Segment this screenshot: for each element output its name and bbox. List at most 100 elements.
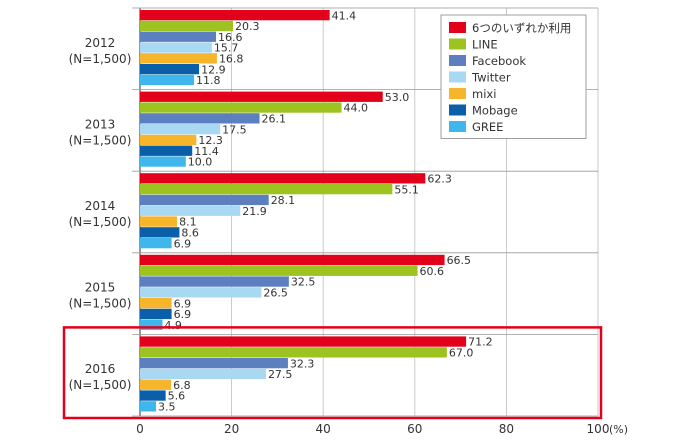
legend-label-3: Twitter <box>471 71 511 85</box>
x-tick-label: 40 <box>316 422 331 436</box>
category-label-2016: 2016 <box>85 362 116 376</box>
x-tick-label: 0 <box>136 422 144 436</box>
data-label-2016-3: 27.5 <box>268 368 293 381</box>
category-sublabel-2013: (N=1,500) <box>69 133 132 147</box>
data-label-2015-3: 26.5 <box>263 287 288 300</box>
data-label-2013-4: 12.3 <box>198 134 223 147</box>
bar-2016-0 <box>140 336 467 347</box>
legend-swatch-1 <box>449 38 466 50</box>
bar-2016-5 <box>140 390 166 401</box>
bar-2012-6 <box>140 74 195 86</box>
bar-2013-1 <box>140 102 342 113</box>
data-label-2014-0: 62.3 <box>427 173 452 186</box>
data-label-2012-1: 20.3 <box>235 20 260 33</box>
legend-label-4: mixi <box>472 87 496 101</box>
data-label-2015-6: 4.9 <box>164 319 182 332</box>
bar-2012-3 <box>140 42 212 53</box>
data-label-2015-4: 6.9 <box>174 297 192 310</box>
data-label-2014-6: 6.9 <box>174 237 192 250</box>
data-label-2014-4: 8.1 <box>179 216 197 229</box>
bar-2015-3 <box>140 287 262 298</box>
data-label-2015-1: 60.6 <box>420 265 445 278</box>
data-label-2015-0: 66.5 <box>447 254 472 267</box>
data-label-2012-4: 16.8 <box>219 53 244 66</box>
x-tick-label: 80 <box>499 422 514 436</box>
data-label-2016-6: 3.5 <box>158 401 176 414</box>
data-label-2013-2: 26.1 <box>262 113 287 126</box>
data-label-2013-5: 11.4 <box>194 145 219 158</box>
data-label-2015-2: 32.5 <box>291 276 316 289</box>
legend-swatch-3 <box>449 71 466 83</box>
category-sublabel-2012: (N=1,500) <box>69 52 132 66</box>
bar-2015-1 <box>140 265 418 276</box>
bar-2014-6 <box>140 238 172 249</box>
legend-label-1: LINE <box>472 38 498 52</box>
data-label-2012-2: 16.6 <box>218 31 243 44</box>
data-label-2014-3: 21.9 <box>242 205 267 218</box>
legend-swatch-4 <box>449 88 466 99</box>
data-label-2014-1: 55.1 <box>394 183 419 196</box>
data-label-2015-5: 6.9 <box>174 308 192 321</box>
x-unit-label: (%) <box>609 423 628 436</box>
data-label-2012-0: 41.4 <box>332 9 357 22</box>
bar-2015-0 <box>140 254 445 266</box>
bar-2012-1 <box>140 20 233 32</box>
bars <box>140 10 467 412</box>
legend-label-5: Mobage <box>472 104 518 118</box>
data-label-2016-5: 5.6 <box>168 390 186 403</box>
data-label-2013-6: 10.0 <box>188 156 213 169</box>
bar-2013-4 <box>140 134 197 146</box>
data-label-2012-3: 15.7 <box>214 42 239 55</box>
x-axis: 0 20 40 60 80 100 (%) <box>136 422 628 436</box>
data-label-2013-1: 44.0 <box>344 102 369 115</box>
bar-2014-0 <box>140 173 426 184</box>
category-labels: 2012 (N=1,500) 2013 (N=1,500) 2014 (N=1,500) 2… <box>69 36 132 392</box>
data-label-2012-5: 12.9 <box>201 63 226 76</box>
legend-label-0: 6つのいずれか利用 <box>472 21 571 35</box>
data-label-2016-1: 67.0 <box>449 347 474 360</box>
bar-2013-5 <box>140 145 193 156</box>
category-label-2015: 2015 <box>85 281 116 295</box>
bar-2012-5 <box>140 64 200 75</box>
category-label-2012: 2012 <box>85 36 116 50</box>
bar-2012-2 <box>140 31 217 42</box>
data-label-2014-2: 28.1 <box>271 194 296 207</box>
bar-2015-6 <box>140 319 163 330</box>
legend-swatch-6 <box>449 121 466 132</box>
bar-2016-3 <box>140 368 266 380</box>
bar-2016-6 <box>140 401 157 412</box>
legend-swatch-5 <box>449 104 466 116</box>
bar-2013-6 <box>140 156 186 167</box>
category-label-2014: 2014 <box>85 199 116 213</box>
data-label-2016-2: 32.3 <box>290 357 315 370</box>
category-sublabel-2014: (N=1,500) <box>69 215 132 229</box>
data-label-2013-0: 53.0 <box>385 91 410 104</box>
grid-lines <box>132 7 599 417</box>
bar-2014-2 <box>140 194 269 206</box>
bar-2014-1 <box>140 184 393 195</box>
data-label-2012-6: 11.8 <box>196 74 221 87</box>
data-label-2014-5: 8.6 <box>181 227 199 240</box>
bar-2016-4 <box>140 379 172 390</box>
legend-swatch-0 <box>449 22 466 33</box>
bar-2014-5 <box>140 227 180 238</box>
bar-2013-0 <box>140 91 383 102</box>
bar-2015-4 <box>140 298 172 309</box>
x-tick-label: 20 <box>224 422 239 436</box>
x-tick-label: 100 <box>587 422 610 436</box>
data-label-2016-4: 6.8 <box>173 379 191 392</box>
category-sublabel-2016: (N=1,500) <box>69 378 132 392</box>
bar-2016-1 <box>140 347 447 358</box>
data-label-2016-0: 71.2 <box>468 336 493 349</box>
bar-2016-2 <box>140 358 288 369</box>
legend-swatch-2 <box>449 55 466 66</box>
bar-2013-3 <box>140 124 221 135</box>
highlight-rect <box>62 326 603 420</box>
bar-2015-5 <box>140 308 172 320</box>
highlight-frame <box>62 326 603 420</box>
category-sublabel-2015: (N=1,500) <box>69 297 132 311</box>
bar-2012-4 <box>140 53 217 64</box>
data-label-2013-3: 17.5 <box>222 123 247 136</box>
bar-2015-2 <box>140 276 289 287</box>
